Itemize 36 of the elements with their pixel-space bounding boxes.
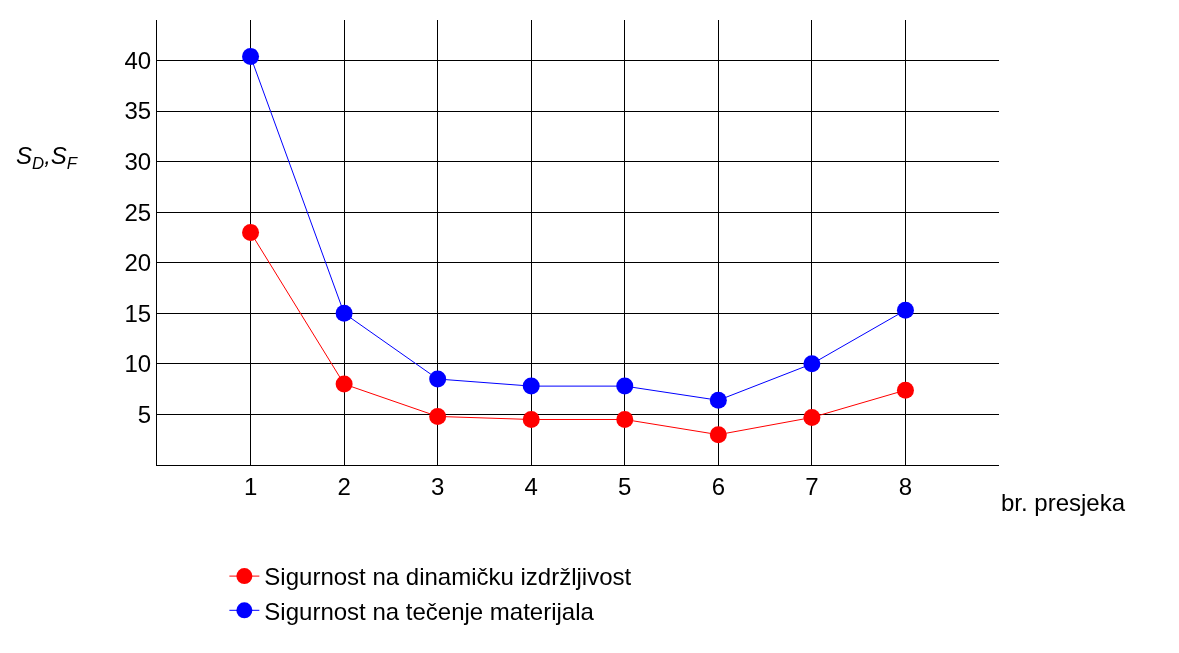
point (803, 408, 821, 426)
point (429, 407, 447, 425)
x-tick-label: 1 (243, 472, 258, 500)
y-tick-label: 35 (124, 97, 152, 125)
x-tick-label: 7 (805, 472, 819, 500)
point (616, 377, 634, 395)
point (616, 410, 634, 428)
point (709, 426, 727, 444)
point (803, 355, 821, 373)
point (896, 381, 914, 399)
x-tick-label: 2 (337, 472, 351, 500)
x-tick-label: 8 (898, 472, 913, 500)
point (709, 391, 727, 409)
y-tick-label: 20 (124, 249, 152, 277)
point (335, 304, 353, 322)
x-tick-label: 3 (430, 472, 445, 500)
y-tick-label: 25 (124, 198, 152, 226)
point (335, 375, 353, 393)
y-tick-label: 5 (137, 400, 152, 428)
point (242, 223, 260, 241)
legend-label: Sigurnost na tečenje materijala (264, 597, 595, 625)
y-tick-label: 15 (124, 299, 152, 327)
y-axis-title: S$_{D}$,S$_{F}$ (16, 142, 79, 174)
x-tick-label: 5 (618, 472, 632, 500)
point (242, 47, 260, 65)
point (896, 301, 914, 319)
legend-label: Sigurnost na dinamičku izdržljivost (264, 563, 632, 591)
y-tick-label: 30 (124, 147, 152, 175)
y-tick-label: 40 (124, 46, 152, 74)
point (522, 377, 540, 395)
point (522, 410, 540, 428)
point (429, 370, 447, 388)
x-axis-title: br. presjeka (1001, 489, 1126, 516)
x-tick-label: 6 (711, 472, 726, 500)
x-tick-label: 4 (524, 472, 538, 500)
y-tick-label: 10 (124, 350, 152, 378)
